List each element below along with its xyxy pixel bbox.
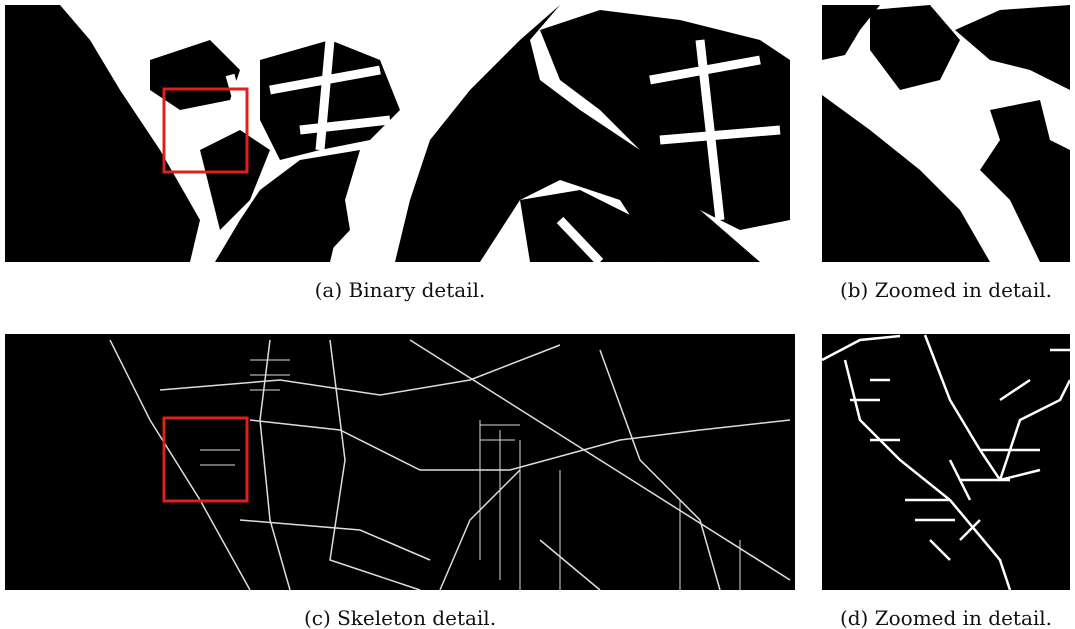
caption: (a) Binary detail.	[315, 278, 486, 302]
figure: (a) Binary detail. (b) Zoomed in detail.	[0, 0, 1075, 629]
caption: (c) Skeleton detail.	[304, 606, 496, 629]
caption: (d) Zoomed in detail.	[840, 606, 1052, 629]
zoomed-binary-image	[822, 5, 1070, 262]
zoomed-skeleton-image	[822, 334, 1070, 590]
skeleton-image	[5, 334, 795, 590]
binary-image	[5, 5, 795, 262]
caption: (b) Zoomed in detail.	[840, 278, 1052, 302]
page: {"figure": {"panels": [ {"caption": "(a)…	[0, 0, 1075, 629]
